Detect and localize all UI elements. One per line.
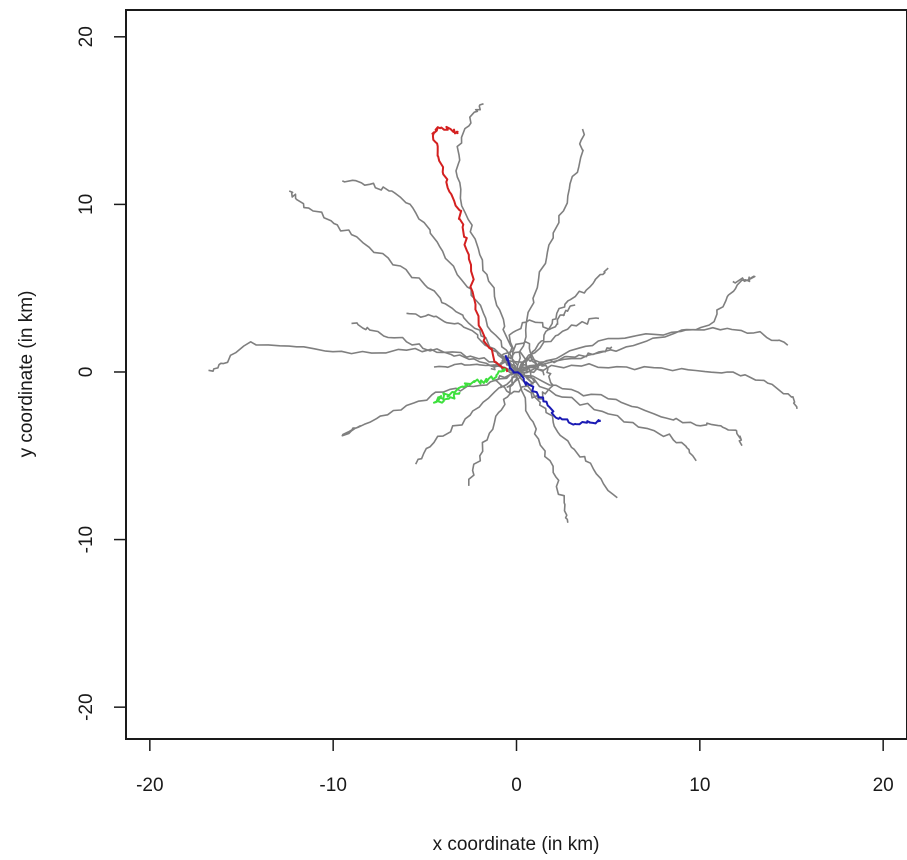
track-line-15	[414, 371, 518, 465]
track-line-26	[508, 304, 576, 373]
track-line-18	[406, 312, 518, 373]
y-tick-label: 0	[76, 367, 97, 378]
y-axis-title: y coordinate (in km)	[16, 291, 37, 458]
track-line-2	[288, 190, 518, 373]
track-line-11	[516, 371, 697, 462]
track-line-3	[341, 179, 518, 373]
track-line-17	[351, 322, 517, 373]
track-line-28	[504, 354, 602, 426]
y-tick-label: -20	[76, 693, 97, 720]
y-tick-label: 10	[76, 194, 97, 215]
track-line-4	[455, 103, 518, 373]
track-line-12	[515, 371, 618, 499]
tracks-layer	[208, 103, 798, 523]
track-line-16	[341, 371, 517, 437]
track-line-20	[516, 346, 613, 373]
x-tick-label: -20	[136, 775, 163, 796]
track-line-27	[431, 125, 509, 373]
x-tick-label: 10	[689, 775, 710, 796]
track-line-9	[516, 363, 798, 410]
track-line-13	[515, 371, 569, 523]
x-tick-label: 20	[873, 775, 894, 796]
y-tick-label: -10	[76, 526, 97, 553]
x-tick-label: 0	[511, 775, 522, 796]
x-axis: -20 -10 0 10 20	[136, 739, 894, 796]
track-line-5	[515, 128, 586, 373]
track-line-21	[515, 317, 600, 373]
y-tick-label: 20	[76, 26, 97, 47]
track-line-29	[433, 368, 507, 404]
x-axis-title: x coordinate (in km)	[433, 834, 600, 855]
track-line-22	[501, 341, 540, 388]
track-line-1	[208, 341, 517, 373]
track-line-7	[516, 275, 756, 373]
x-tick-label: -10	[319, 775, 346, 796]
y-axis: -20 -10 0 10 20	[76, 26, 126, 721]
track-line-10	[516, 371, 743, 447]
track-line-24	[490, 359, 534, 395]
track-line-8	[516, 326, 789, 373]
